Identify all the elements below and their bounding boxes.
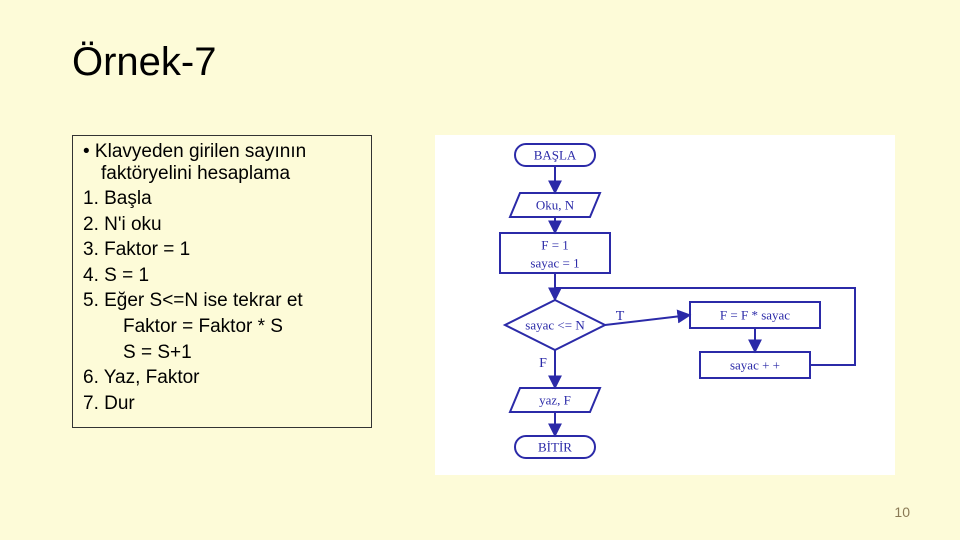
bullet-line-1: • Klavyeden girilen sayının [83,142,361,162]
svg-text:sayac + +: sayac + + [730,358,780,373]
svg-text:BAŞLA: BAŞLA [534,148,577,163]
step-3: 3. Faktor = 1 [83,237,361,263]
step-4: 4. S = 1 [83,263,361,289]
substep-2: S = S+1 [83,340,361,366]
svg-text:yaz, F: yaz, F [539,393,571,408]
bullet-line-2: faktöryelini hesaplama [83,164,361,184]
svg-text:sayac = 1: sayac = 1 [530,256,579,271]
step-5: 5. Eğer S<=N ise tekrar et [83,288,361,314]
svg-text:F: F [539,356,547,371]
svg-text:F = F * sayac: F = F * sayac [720,308,790,323]
algorithm-text-panel: • Klavyeden girilen sayının faktöryelini… [72,135,372,428]
step-6: 6. Yaz, Faktor [83,365,361,391]
svg-text:BİTİR: BİTİR [538,440,572,455]
svg-text:Oku, N: Oku, N [536,198,575,213]
step-2: 2. N'i oku [83,212,361,238]
flowchart-diagram: T F BAŞLA Oku, N F = 1 sayac = 1 sayac <= N F =… [435,135,895,475]
substep-1: Faktor = Faktor * S [83,314,361,340]
svg-text:F = 1: F = 1 [541,238,569,253]
svg-text:sayac <= N: sayac <= N [525,318,585,333]
page-number: 10 [894,504,910,520]
step-7: 7. Dur [83,391,361,417]
step-1: 1. Başla [83,186,361,212]
page-title: Örnek-7 [72,40,217,85]
svg-text:T: T [616,309,625,324]
